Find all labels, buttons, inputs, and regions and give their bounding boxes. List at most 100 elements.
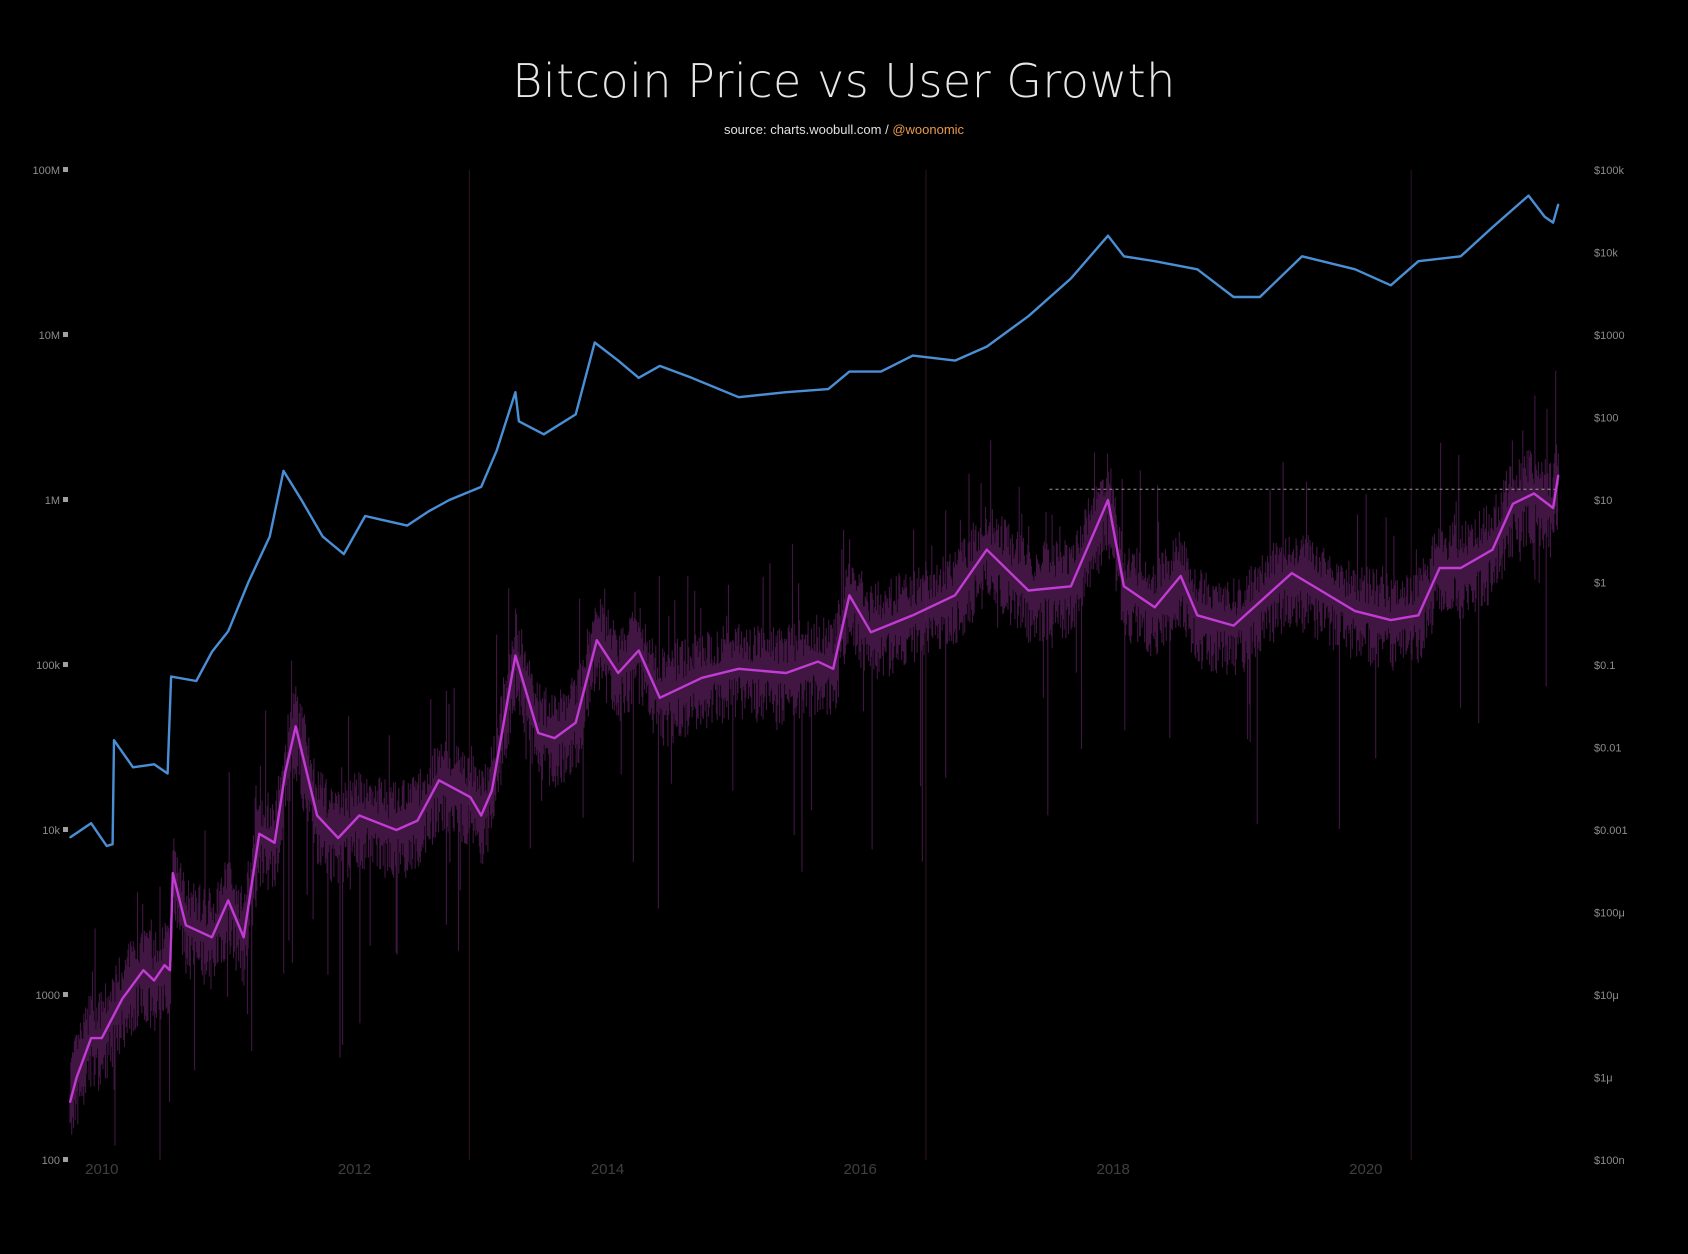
x-tick-label-3: 2016 — [843, 1161, 876, 1178]
series-1-point-54 — [1354, 610, 1356, 612]
series-1-point-18 — [316, 814, 318, 817]
x-tick-label-5: 2020 — [1349, 1161, 1382, 1178]
series-1-point-30 — [574, 721, 577, 724]
series-0-point-21 — [448, 499, 451, 501]
series-1-point-14 — [258, 833, 261, 835]
series-0-point-20 — [427, 510, 430, 513]
series-1-point-62 — [1552, 507, 1554, 509]
series-1-point-48 — [1123, 585, 1125, 588]
series-0-point-11 — [227, 630, 229, 633]
y-right-tick-label-9: $100μ — [1594, 908, 1625, 920]
series-1-point-28 — [537, 732, 540, 734]
series-1-point-12 — [227, 899, 229, 902]
series-0-point-40 — [986, 345, 988, 348]
series-0-point-25 — [518, 420, 520, 423]
subtitle-source: source: charts.woobull.com / — [723, 122, 889, 137]
series-1-point-16 — [284, 771, 287, 774]
series-group — [68, 194, 1560, 1104]
series-1-point-5 — [142, 969, 145, 971]
y-right-tick-label-1: $10k — [1594, 248, 1618, 260]
series-0-point-42 — [1070, 277, 1072, 280]
series-1-point-1 — [75, 1076, 78, 1079]
x-tick-label-4: 2018 — [1096, 1161, 1129, 1178]
series-1-point-55 — [1390, 619, 1392, 621]
series-0-point-6 — [153, 763, 155, 766]
series-1-point-37 — [785, 672, 787, 674]
series-1-point-4 — [121, 998, 124, 1000]
y-left-axis: 100M 10M 1M 100k 10k 1000 100 — [32, 165, 68, 1167]
y-right-tick-label-7: $0.01 — [1594, 743, 1622, 755]
series-1-point-51 — [1196, 614, 1199, 617]
series-1-point-19 — [337, 837, 340, 839]
series-0-point-2 — [105, 845, 108, 847]
series-1-point-36 — [737, 668, 740, 670]
series-1-point-0 — [69, 1101, 71, 1104]
series-0-point-14 — [282, 470, 285, 472]
series-1-point-35 — [701, 677, 703, 679]
series-0-point-54 — [1491, 226, 1494, 228]
series-0-point-43 — [1107, 234, 1109, 237]
series-1-point-26 — [491, 789, 493, 792]
y-right-tick-label-4: $10 — [1594, 495, 1612, 507]
x-tick-label-2: 2014 — [591, 1161, 624, 1178]
series-0-point-45 — [1153, 260, 1156, 263]
series-0-point-5 — [132, 766, 134, 769]
x-tick-label-0: 2010 — [85, 1161, 118, 1178]
y-left-tick-mark-4 — [63, 827, 68, 832]
series-1-point-41 — [870, 631, 872, 633]
series-1-point-57 — [1438, 567, 1441, 569]
series-0-point-27 — [574, 413, 577, 416]
series-1-point-46 — [1070, 585, 1072, 588]
series-0-point-15 — [300, 499, 303, 501]
series-0-point-48 — [1259, 296, 1261, 298]
series-1-point-39 — [832, 668, 834, 670]
subtitle-handle-link[interactable]: @woonomic — [892, 122, 965, 137]
y-right-tick-label-10: $10μ — [1594, 990, 1619, 1002]
series-1-point-49 — [1153, 606, 1156, 609]
series-1-point-22 — [416, 819, 419, 822]
x-axis: 2010 2012 2014 2016 2018 2020 — [85, 1161, 1382, 1178]
y-left-tick-label-6: 100 — [42, 1155, 60, 1167]
series-0-point-33 — [737, 396, 740, 399]
series-0-point-1 — [90, 822, 92, 824]
series-1-point-52 — [1232, 624, 1235, 627]
series-1-point-29 — [553, 737, 556, 739]
y-right-tick-label-8: $0.001 — [1594, 825, 1628, 837]
series-0-point-57 — [1552, 221, 1554, 224]
y-right-tick-label-5: $1 — [1594, 578, 1606, 590]
y-left-tick-label-2: 1M — [45, 495, 60, 507]
y-right-tick-label-11: $1μ — [1594, 1073, 1613, 1085]
y-left-tick-label-5: 1000 — [36, 990, 60, 1002]
y-left-tick-mark-5 — [63, 992, 68, 997]
series-1-point-23 — [438, 779, 440, 782]
series-0-point-9 — [195, 680, 198, 682]
series-1-point-34 — [659, 697, 661, 699]
y-right-tick-label-6: $0.1 — [1594, 660, 1615, 672]
event-markers — [468, 170, 1412, 1160]
series-0-point-56 — [1544, 216, 1546, 218]
series-0-point-51 — [1390, 284, 1392, 287]
series-0-point-53 — [1459, 255, 1462, 258]
series-0-point-34 — [785, 391, 787, 394]
series-1-point-24 — [469, 796, 472, 798]
series-0-point-3 — [111, 843, 114, 845]
series-1-point-13 — [242, 936, 245, 939]
series-1-point-7 — [163, 964, 166, 966]
series-0-point-46 — [1196, 268, 1199, 271]
series-line-1 — [68, 475, 1560, 1103]
series-0-point-29 — [617, 359, 619, 362]
series-1-point-44 — [986, 548, 988, 551]
series-0-point-16 — [321, 535, 324, 538]
y-right-tick-label-12: $100n — [1594, 1155, 1625, 1167]
series-0-point-31 — [659, 365, 661, 367]
chart-title: Bitcoin Price vs User Growth — [512, 54, 1176, 108]
series-1-point-25 — [480, 814, 483, 817]
series-1-point-63 — [1557, 474, 1560, 477]
series-0-point-24 — [514, 391, 517, 394]
y-right-tick-label-0: $100k — [1594, 165, 1624, 177]
series-0-point-52 — [1417, 260, 1420, 263]
series-0-point-17 — [343, 553, 345, 555]
series-0-point-47 — [1232, 296, 1235, 298]
series-0-point-22 — [480, 486, 483, 488]
